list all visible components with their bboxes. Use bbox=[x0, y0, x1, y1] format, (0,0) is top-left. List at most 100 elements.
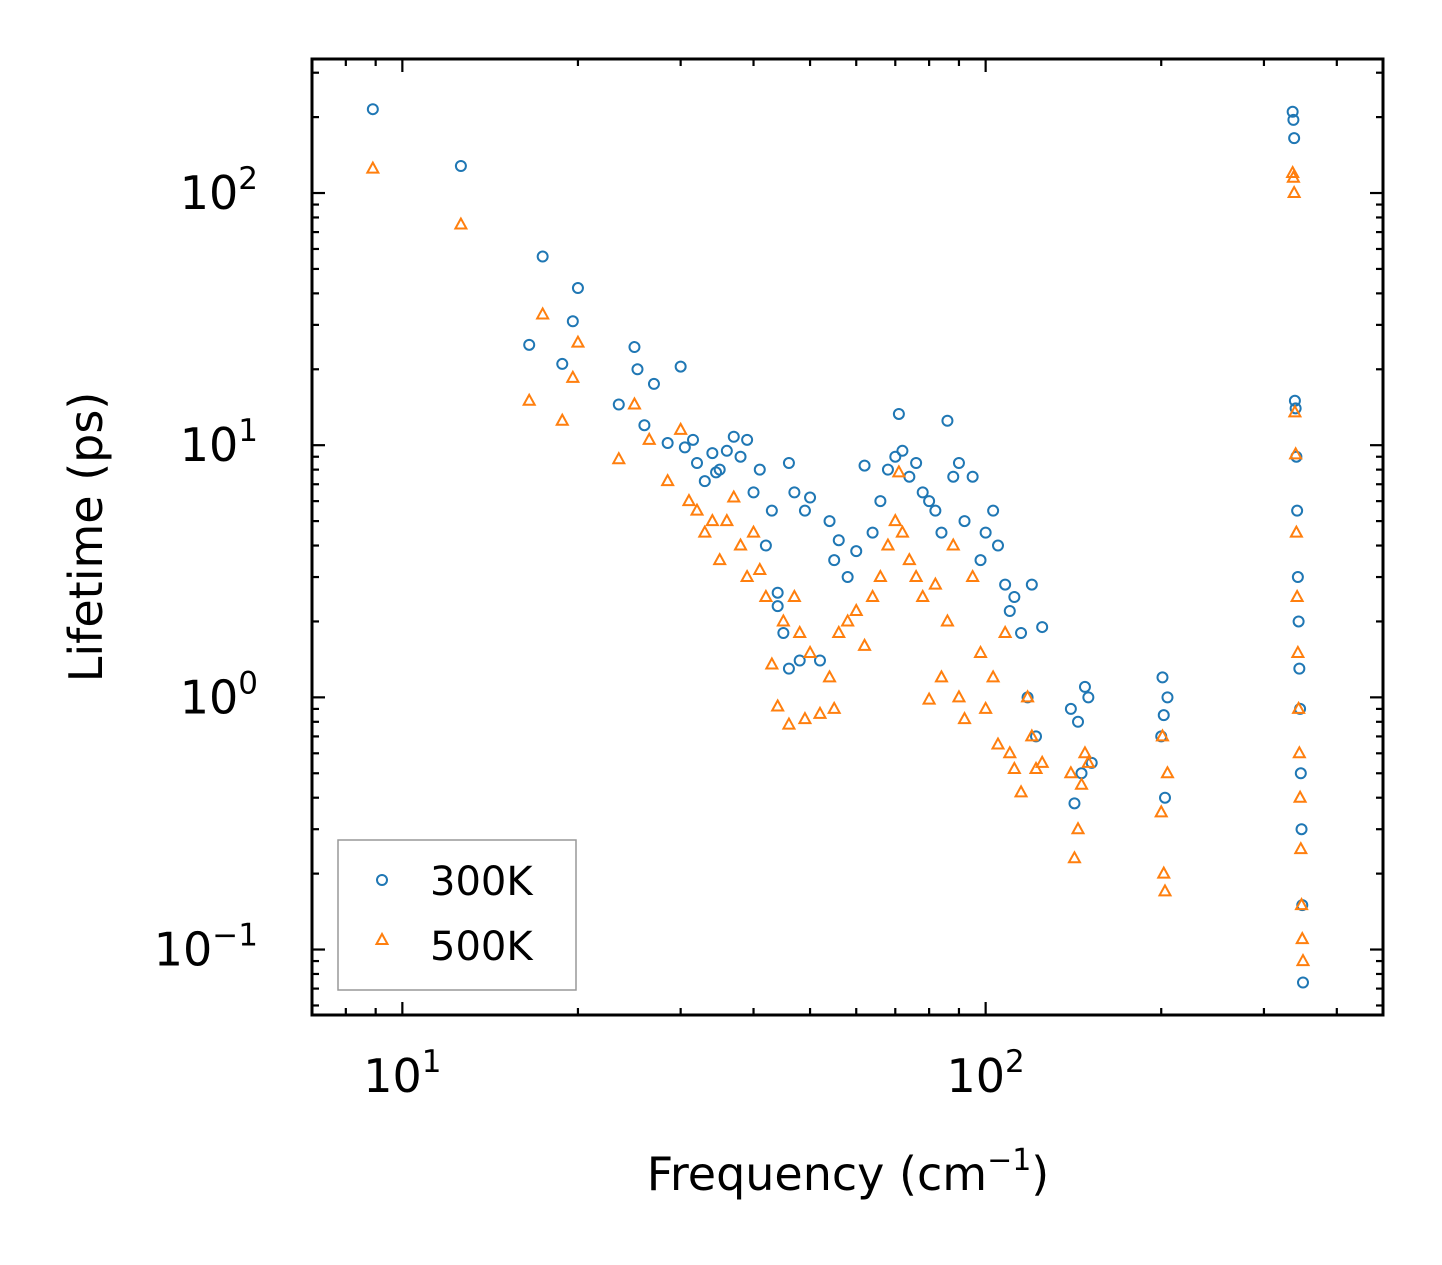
data-point-500K bbox=[1291, 700, 1306, 714]
data-point-300K bbox=[687, 433, 700, 446]
data-point-300K bbox=[706, 447, 719, 460]
data-point-300K bbox=[999, 578, 1012, 591]
data-point-300K bbox=[903, 470, 916, 483]
data-point-300K bbox=[923, 495, 936, 508]
data-point-500K bbox=[627, 396, 642, 410]
data-point-500K bbox=[781, 716, 797, 730]
data-point-300K bbox=[1295, 823, 1308, 836]
data-point-500K bbox=[642, 431, 657, 445]
data-point-500K bbox=[1034, 754, 1050, 768]
data-point-500K bbox=[522, 392, 537, 406]
data-point-300K bbox=[987, 504, 1000, 517]
data-point-300K bbox=[798, 504, 811, 517]
data-point-500K bbox=[719, 513, 735, 527]
data-point-300K bbox=[777, 626, 790, 639]
plot-frame bbox=[310, 57, 1385, 1017]
data-point-500K bbox=[764, 656, 780, 670]
data-point-300K bbox=[813, 654, 826, 667]
data-point-300K bbox=[661, 437, 674, 450]
data-point-500K bbox=[1002, 745, 1017, 759]
data-point-500K bbox=[1081, 754, 1096, 768]
data-point-300K bbox=[1161, 691, 1174, 704]
data-point-300K bbox=[1036, 621, 1049, 634]
data-point-300K bbox=[612, 398, 625, 411]
data-point-300K bbox=[1068, 797, 1081, 810]
data-point-300K bbox=[771, 586, 784, 599]
data-point-500K bbox=[726, 489, 741, 503]
data-point-300K bbox=[793, 654, 806, 667]
data-point-500K bbox=[565, 369, 581, 383]
data-point-500K bbox=[787, 588, 802, 603]
series-300K-points bbox=[366, 103, 1309, 989]
data-point-500K bbox=[770, 698, 785, 712]
data-point-300K bbox=[1064, 702, 1077, 715]
data-point-300K bbox=[734, 450, 747, 463]
data-point-300K bbox=[782, 662, 795, 675]
data-point-500K bbox=[752, 561, 767, 575]
data-point-500K bbox=[865, 588, 880, 603]
data-point-500K bbox=[758, 588, 774, 603]
y-tick-labels: 10−1 100 101 102 bbox=[154, 161, 258, 977]
x-axis-label: Frequency (cm−1) bbox=[647, 1143, 1050, 1201]
data-point-500K bbox=[1292, 745, 1307, 759]
legend-marker-500K bbox=[374, 931, 390, 945]
data-point-300K bbox=[366, 103, 379, 116]
data-point-500K bbox=[570, 334, 586, 348]
data-point-300K bbox=[828, 554, 841, 567]
data-point-300K bbox=[841, 571, 854, 584]
data-point-300K bbox=[832, 534, 845, 547]
data-point-300K bbox=[556, 357, 569, 370]
x-tick-labels: 101 102 bbox=[363, 1044, 1025, 1103]
data-point-500K bbox=[997, 624, 1013, 638]
data-point-500K bbox=[1020, 689, 1035, 703]
data-point-300K bbox=[941, 414, 954, 427]
data-point-500K bbox=[705, 513, 720, 527]
data-point-500K bbox=[1289, 524, 1304, 538]
data-point-500K bbox=[888, 513, 903, 527]
data-point-300K bbox=[850, 545, 863, 558]
data-point-500K bbox=[940, 613, 955, 627]
data-point-500K bbox=[957, 711, 972, 725]
data-point-300K bbox=[1291, 571, 1304, 584]
data-point-300K bbox=[1286, 105, 1299, 118]
data-point-300K bbox=[691, 456, 704, 469]
data-point-500K bbox=[712, 552, 727, 566]
data-point-300K bbox=[1156, 671, 1169, 684]
data-point-300K bbox=[1025, 578, 1038, 591]
data-point-500K bbox=[895, 524, 910, 538]
data-point-500K bbox=[880, 537, 896, 551]
data-point-500K bbox=[973, 644, 988, 658]
data-point-300K bbox=[1294, 767, 1307, 780]
data-point-500K bbox=[1295, 952, 1311, 967]
data-point-300K bbox=[947, 470, 960, 483]
data-point-500K bbox=[689, 502, 705, 516]
data-point-300K bbox=[638, 419, 651, 432]
data-point-500K bbox=[1028, 760, 1044, 774]
data-point-300K bbox=[1293, 662, 1306, 675]
legend-label-500K: 500K bbox=[430, 924, 534, 970]
data-point-300K bbox=[1157, 709, 1170, 722]
data-point-300K bbox=[1082, 691, 1095, 704]
data-point-300K bbox=[929, 504, 942, 517]
data-point-500K bbox=[990, 736, 1006, 750]
data-point-500K bbox=[555, 412, 570, 426]
data-point-300K bbox=[674, 360, 687, 373]
data-point-300K bbox=[713, 463, 726, 476]
data-point-300K bbox=[753, 463, 766, 476]
data-point-300K bbox=[896, 444, 909, 457]
data-point-500K bbox=[697, 524, 712, 538]
data-point-500K bbox=[1289, 588, 1305, 603]
data-point-500K bbox=[1013, 784, 1029, 798]
data-point-300K bbox=[823, 515, 836, 528]
data-point-300K bbox=[759, 539, 772, 552]
data-point-300K bbox=[952, 456, 965, 469]
y-tick-label: 101 bbox=[180, 413, 258, 472]
data-point-500K bbox=[915, 588, 930, 603]
data-point-500K bbox=[831, 624, 846, 638]
data-point-500K bbox=[827, 700, 842, 714]
series-500K-points bbox=[365, 160, 1311, 967]
data-point-500K bbox=[934, 669, 949, 683]
data-point-500K bbox=[857, 637, 872, 651]
data-point-500K bbox=[1295, 931, 1310, 945]
